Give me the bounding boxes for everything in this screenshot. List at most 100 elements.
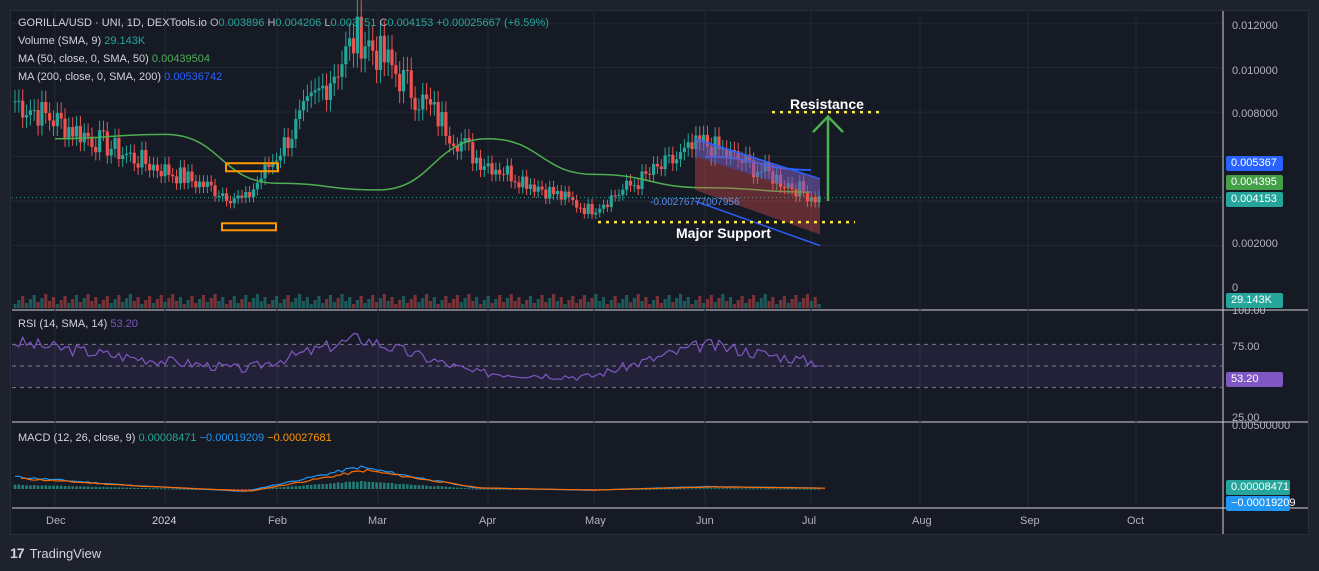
price-tick: 0.002000: [1232, 238, 1278, 250]
volume-bar: [63, 296, 67, 308]
candle-body: [167, 164, 171, 175]
candle-body: [509, 165, 513, 182]
volume-bar: [759, 298, 763, 308]
macd-histogram-bar: [759, 488, 763, 490]
candle-body: [171, 174, 175, 177]
ma200-line: [704, 155, 812, 171]
macd-histogram-bar: [817, 488, 821, 490]
candle-body: [628, 180, 633, 186]
candle-body: [98, 130, 102, 153]
macd-histogram-bar: [306, 484, 309, 489]
candle-body: [582, 207, 586, 214]
candle-body: [63, 118, 67, 138]
candle-body: [813, 196, 817, 203]
macd-histogram-bar: [356, 482, 359, 489]
volume-bar: [678, 294, 683, 308]
candle-body: [782, 186, 786, 188]
symbol-title: GORILLA/USD · UNI, 1D, DEXTools.io: [18, 17, 207, 29]
x-tick: Apr: [479, 515, 497, 527]
candle-body: [475, 157, 479, 164]
candle-body: [525, 176, 529, 189]
volume-bar: [551, 294, 556, 308]
channel-fill-red: [695, 138, 820, 235]
macd-histogram-bar: [763, 488, 767, 490]
candle-body: [355, 16, 359, 54]
candle-body: [409, 70, 413, 98]
volume-bar: [78, 302, 82, 308]
macd-histogram-bar: [21, 485, 24, 489]
chart-frame[interactable]: [10, 10, 1309, 535]
macd-histogram-bar: [144, 487, 148, 489]
ma50-label: MA (50, close, 0, SMA, 50): [18, 53, 149, 65]
macd-histogram-bar: [179, 488, 182, 490]
breakout-arrow-head: [812, 114, 844, 133]
candle-body: [48, 113, 52, 121]
high-value: 0.004206: [275, 17, 322, 29]
macd-histogram-bar: [125, 487, 128, 489]
candle-body: [101, 130, 106, 132]
volume-bar: [282, 299, 286, 308]
volume-bar: [651, 300, 656, 308]
macd-histogram-bar: [490, 488, 494, 490]
volume-bar: [236, 303, 240, 308]
candle-body: [174, 176, 179, 184]
volume-bar: [109, 303, 113, 308]
macd-histogram-bar: [106, 487, 109, 489]
volume-bar: [701, 303, 706, 308]
volume-bar: [367, 299, 371, 308]
candle-body: [655, 163, 660, 167]
candle-body: [632, 185, 636, 187]
macd-histogram-bar: [386, 483, 390, 489]
macd-histogram-bar: [402, 483, 405, 489]
macd-histogram-bar: [425, 485, 428, 489]
macd-histogram-bar: [775, 488, 778, 490]
volume-bar: [432, 297, 436, 308]
macd-histogram-bar: [363, 481, 367, 489]
candle-body: [363, 46, 367, 59]
support-label: Major Support: [676, 225, 771, 241]
volume-bar: [71, 299, 75, 308]
candle-body: [763, 162, 767, 172]
volume-bar: [778, 300, 783, 308]
candle-body: [559, 191, 563, 200]
volume-bar: [648, 304, 652, 308]
volume-bar: [640, 301, 644, 308]
candle-body: [144, 149, 148, 164]
volume-bar: [705, 299, 710, 308]
volume-bar: [205, 302, 209, 308]
volume-bar: [409, 299, 413, 308]
volume-bar: [286, 295, 290, 308]
volume-bar: [182, 304, 186, 308]
volume-bar: [324, 299, 329, 308]
candle-body: [732, 149, 736, 152]
close-price-tag: 0.004153: [1226, 192, 1283, 207]
volume-bar: [582, 295, 586, 308]
macd-histogram-bar: [806, 488, 809, 490]
macd-histogram-bar: [25, 485, 28, 489]
volume-bar: [451, 299, 456, 308]
macd-histogram-bar: [240, 489, 244, 490]
ma200-price-tag: 0.005367: [1226, 156, 1283, 171]
candle-body: [440, 112, 444, 127]
macd-histogram-bar: [294, 486, 298, 489]
volume-bar: [425, 294, 429, 308]
volume-bar: [667, 295, 671, 308]
ma50-price-tag: 0.004395: [1226, 175, 1283, 190]
macd-histogram-bar: [90, 486, 94, 489]
volume-bar: [255, 294, 259, 308]
volume-bar: [809, 301, 813, 308]
volume-bar: [813, 297, 817, 308]
volume-bar: [471, 301, 475, 308]
macd-histogram-bar: [313, 484, 317, 489]
macd-histogram-bar: [329, 483, 332, 489]
volume-bar: [455, 295, 459, 308]
macd-histogram-bar: [40, 485, 44, 489]
volume-bar: [101, 300, 106, 308]
candle-body: [301, 100, 306, 111]
candle-body: [375, 50, 379, 70]
volume-bar: [728, 297, 733, 308]
volume-bar: [655, 296, 660, 308]
candle-body: [194, 181, 198, 188]
volume-bar: [682, 301, 686, 308]
